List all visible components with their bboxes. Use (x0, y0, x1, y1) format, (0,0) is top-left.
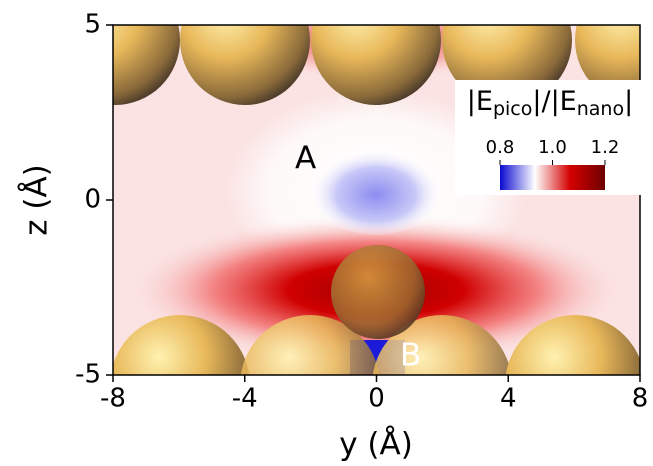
colorbar (500, 165, 605, 190)
x-axis-label: y (Å) (339, 427, 413, 463)
x-tick-label: 0 (368, 384, 385, 414)
x-tick-label: 8 (632, 384, 649, 414)
colorbar-tick-label: 1.0 (538, 137, 567, 158)
chart: |Epico|/|Enano| A B y (Å) z (Å) -8 -4 0 4 8 -… (0, 0, 653, 466)
heatmap (50, 0, 653, 455)
colorbar-tick-label: 0.8 (486, 137, 515, 158)
annotation: A (295, 141, 316, 177)
x-tick-label: -8 (100, 384, 126, 414)
colorbar-title-part: |E (467, 86, 493, 117)
colorbar-title-part: nano (577, 98, 624, 120)
colorbar-title-part: pico (493, 98, 532, 120)
y-axis-label: z (Å) (19, 164, 55, 236)
x-tick-label: 4 (500, 384, 517, 414)
y-tick-label: -5 (75, 360, 101, 390)
colorbar-title-part: | (624, 86, 633, 117)
colorbar-tick-label: 1.2 (591, 137, 620, 158)
colorbar-title-part: |/|E (532, 86, 576, 117)
x-tick-label: -4 (232, 384, 258, 414)
y-tick-label: 5 (84, 10, 101, 40)
annotation: B (400, 338, 421, 374)
y-tick-label: 0 (84, 185, 101, 215)
